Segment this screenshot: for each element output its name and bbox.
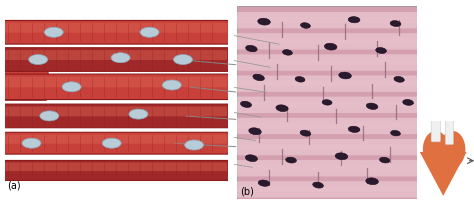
- FancyBboxPatch shape: [235, 59, 419, 65]
- Ellipse shape: [339, 72, 351, 79]
- Ellipse shape: [322, 100, 332, 105]
- FancyBboxPatch shape: [4, 88, 228, 99]
- FancyBboxPatch shape: [235, 101, 419, 108]
- Ellipse shape: [286, 157, 296, 163]
- Ellipse shape: [102, 138, 121, 148]
- Ellipse shape: [185, 140, 203, 150]
- Ellipse shape: [246, 45, 257, 52]
- FancyBboxPatch shape: [235, 17, 419, 23]
- Ellipse shape: [22, 138, 41, 148]
- FancyBboxPatch shape: [4, 144, 228, 153]
- FancyBboxPatch shape: [234, 139, 420, 155]
- Ellipse shape: [29, 55, 47, 65]
- Ellipse shape: [295, 76, 305, 82]
- Ellipse shape: [313, 182, 323, 188]
- FancyBboxPatch shape: [5, 50, 227, 60]
- Ellipse shape: [366, 103, 378, 110]
- FancyBboxPatch shape: [235, 123, 419, 129]
- FancyBboxPatch shape: [235, 144, 419, 150]
- Ellipse shape: [366, 178, 378, 185]
- Ellipse shape: [253, 74, 264, 81]
- FancyBboxPatch shape: [2, 20, 230, 44]
- FancyBboxPatch shape: [234, 75, 420, 92]
- Ellipse shape: [390, 21, 401, 27]
- FancyBboxPatch shape: [2, 104, 230, 128]
- FancyBboxPatch shape: [234, 97, 420, 113]
- Ellipse shape: [324, 43, 337, 50]
- Ellipse shape: [40, 111, 59, 121]
- FancyBboxPatch shape: [5, 162, 227, 171]
- Ellipse shape: [62, 82, 81, 92]
- Ellipse shape: [394, 76, 404, 82]
- FancyBboxPatch shape: [4, 117, 228, 127]
- Ellipse shape: [348, 126, 360, 133]
- Ellipse shape: [301, 23, 310, 28]
- FancyBboxPatch shape: [234, 160, 420, 176]
- FancyBboxPatch shape: [234, 54, 420, 71]
- FancyBboxPatch shape: [5, 23, 227, 33]
- Ellipse shape: [258, 180, 270, 186]
- FancyBboxPatch shape: [5, 134, 227, 144]
- FancyBboxPatch shape: [5, 77, 227, 87]
- Ellipse shape: [439, 131, 465, 168]
- Ellipse shape: [240, 101, 252, 107]
- FancyBboxPatch shape: [4, 171, 228, 180]
- FancyBboxPatch shape: [1, 57, 48, 101]
- Ellipse shape: [246, 155, 257, 162]
- Ellipse shape: [163, 80, 181, 90]
- Ellipse shape: [129, 109, 148, 119]
- FancyBboxPatch shape: [4, 61, 228, 70]
- Ellipse shape: [173, 55, 192, 65]
- Ellipse shape: [44, 27, 63, 37]
- FancyBboxPatch shape: [2, 161, 230, 180]
- FancyBboxPatch shape: [2, 132, 230, 154]
- FancyBboxPatch shape: [234, 118, 420, 134]
- Ellipse shape: [258, 18, 270, 25]
- FancyBboxPatch shape: [5, 106, 227, 116]
- Ellipse shape: [283, 50, 292, 55]
- FancyBboxPatch shape: [4, 33, 228, 43]
- FancyBboxPatch shape: [446, 120, 453, 144]
- Ellipse shape: [276, 105, 288, 112]
- Ellipse shape: [376, 47, 386, 54]
- FancyBboxPatch shape: [235, 165, 419, 171]
- Ellipse shape: [391, 130, 401, 136]
- FancyBboxPatch shape: [235, 38, 419, 44]
- Polygon shape: [420, 152, 466, 196]
- Ellipse shape: [140, 27, 159, 37]
- FancyBboxPatch shape: [2, 74, 230, 99]
- Ellipse shape: [300, 130, 311, 136]
- Polygon shape: [11, 23, 45, 43]
- FancyBboxPatch shape: [234, 181, 420, 198]
- Ellipse shape: [249, 128, 261, 135]
- FancyBboxPatch shape: [234, 12, 420, 28]
- Ellipse shape: [403, 99, 413, 105]
- Ellipse shape: [335, 153, 348, 160]
- FancyBboxPatch shape: [2, 48, 230, 71]
- Ellipse shape: [423, 131, 449, 168]
- Text: (b): (b): [241, 187, 255, 197]
- FancyBboxPatch shape: [234, 33, 420, 50]
- Text: (a): (a): [7, 180, 20, 190]
- Ellipse shape: [111, 53, 130, 63]
- FancyBboxPatch shape: [235, 80, 419, 87]
- FancyBboxPatch shape: [235, 186, 419, 192]
- FancyBboxPatch shape: [431, 113, 440, 142]
- Ellipse shape: [380, 157, 390, 163]
- Ellipse shape: [348, 17, 360, 23]
